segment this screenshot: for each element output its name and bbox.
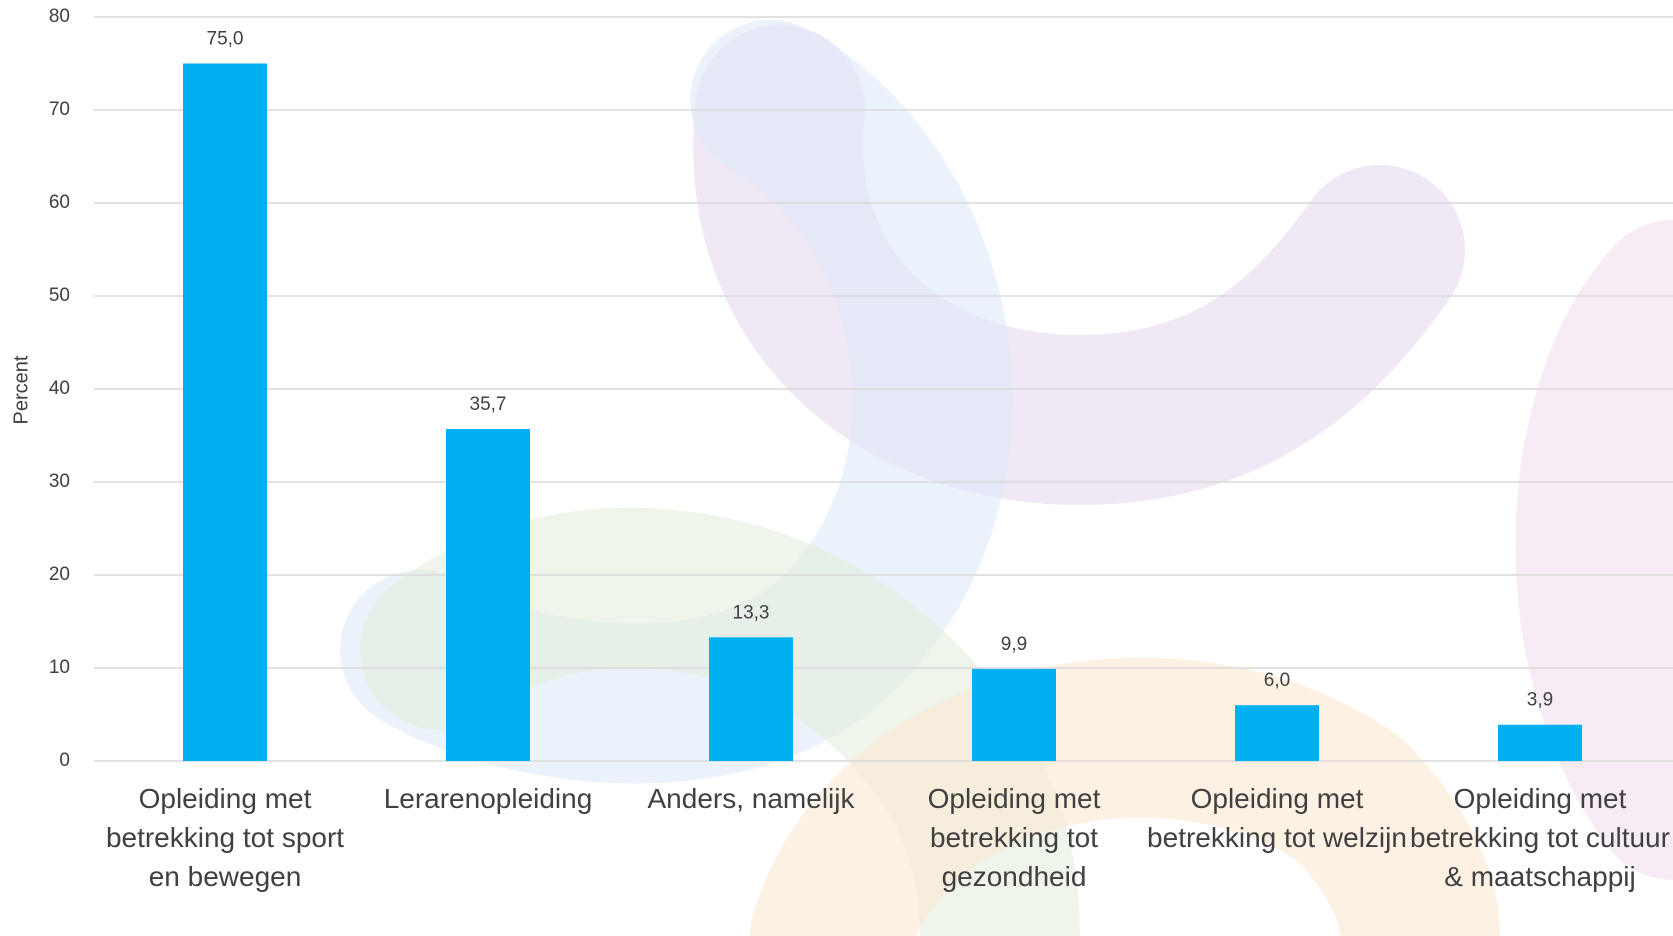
bar: [1498, 725, 1582, 761]
page: Percent 0 10 20 30 40 50 60 70 80 75,0 35,7 13,3 9,9…: [0, 0, 1673, 936]
y-tick-label: 0: [59, 750, 70, 771]
x-tick-label: Opleiding met betrekking tot welzijn: [1142, 779, 1412, 857]
data-label: 3,9: [1527, 690, 1553, 711]
x-tick-label: Anders, namelijk: [616, 779, 886, 818]
y-tick-label: 70: [49, 99, 70, 120]
x-tick-label: Opleiding met betrekking tot gezondheid: [879, 779, 1149, 896]
bar: [183, 64, 267, 762]
data-label: 6,0: [1264, 670, 1290, 691]
y-tick-label: 50: [49, 285, 70, 306]
x-tick-label: Opleiding met betrekking tot cultuur & m…: [1405, 779, 1673, 896]
bar: [709, 637, 793, 761]
y-tick-label: 30: [49, 471, 70, 492]
x-tick-label: Lerarenopleiding: [353, 779, 623, 818]
y-axis-title: Percent: [10, 355, 32, 424]
y-tick-label: 40: [49, 378, 70, 399]
x-tick-label: Opleiding met betrekking tot sport en be…: [90, 779, 360, 896]
y-tick-label: 60: [49, 192, 70, 213]
y-tick-label: 80: [49, 6, 70, 27]
data-label: 35,7: [470, 394, 507, 415]
data-label: 75,0: [207, 29, 244, 50]
y-tick-label: 10: [49, 657, 70, 678]
bar: [1235, 705, 1319, 761]
data-label: 9,9: [1001, 634, 1027, 655]
data-label: 13,3: [733, 602, 770, 623]
y-tick-label: 20: [49, 564, 70, 585]
bar: [446, 429, 530, 761]
bar: [972, 669, 1056, 761]
